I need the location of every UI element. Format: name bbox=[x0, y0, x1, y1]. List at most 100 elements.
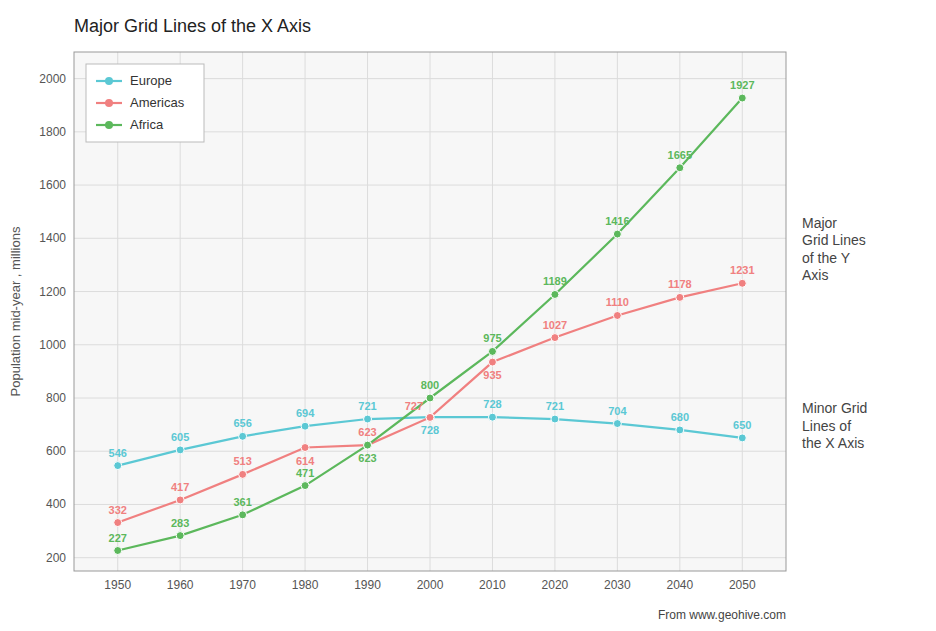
title: Major Grid Lines of the X Axis bbox=[74, 16, 311, 36]
annotation-line: Grid Lines bbox=[802, 232, 866, 248]
series-marker bbox=[426, 394, 434, 402]
series-marker bbox=[114, 462, 122, 470]
series-marker bbox=[613, 230, 621, 238]
y-tick-label: 200 bbox=[46, 551, 66, 565]
data-label: 1416 bbox=[605, 215, 629, 227]
data-label: 727 bbox=[405, 400, 423, 412]
data-label: 721 bbox=[358, 400, 376, 412]
series-marker bbox=[364, 415, 372, 423]
data bbox=[114, 94, 747, 554]
data-label: 471 bbox=[296, 467, 314, 479]
x-tick-label: 2010 bbox=[479, 578, 506, 592]
data-label: 1231 bbox=[730, 264, 754, 276]
x-tick-label: 2050 bbox=[729, 578, 756, 592]
annotation: MajorGrid Lines of the YAxis bbox=[802, 215, 866, 284]
series-line bbox=[118, 417, 743, 465]
y-tick-label: 2000 bbox=[39, 72, 66, 86]
data-label: 283 bbox=[171, 517, 189, 529]
series-marker bbox=[613, 420, 621, 428]
data-label: 650 bbox=[733, 419, 751, 431]
x-grid-line bbox=[242, 52, 243, 571]
data-label: 361 bbox=[233, 496, 251, 508]
annotation-line: From www.geohive.com bbox=[658, 608, 786, 622]
grid bbox=[74, 52, 786, 571]
annotation-line: Minor Grid bbox=[802, 400, 867, 416]
legend-box bbox=[86, 64, 204, 142]
series-marker bbox=[426, 413, 434, 421]
annotation-line: the X Axis bbox=[802, 435, 864, 451]
series-marker bbox=[239, 432, 247, 440]
series-marker bbox=[488, 413, 496, 421]
data-label: 975 bbox=[483, 332, 501, 344]
series-marker bbox=[176, 496, 184, 504]
legend-marker bbox=[105, 77, 113, 85]
data-label: 694 bbox=[296, 407, 315, 419]
x-tick-label: 2000 bbox=[417, 578, 444, 592]
data-label: 614 bbox=[296, 455, 315, 467]
data-labels: 5466056566947217287287217046806503324175… bbox=[109, 79, 755, 543]
legend-marker bbox=[105, 121, 113, 129]
chart: 2004006008001000120014001600180020001950… bbox=[0, 0, 936, 631]
data-label: 728 bbox=[421, 424, 439, 436]
series-line bbox=[118, 98, 743, 550]
plot-area bbox=[74, 52, 786, 571]
page: {"chart_data": { "type": "line", "title"… bbox=[0, 0, 936, 631]
data-label: 721 bbox=[546, 400, 564, 412]
source-note: From www.geohive.com bbox=[658, 608, 786, 622]
y-tick-label: 1800 bbox=[39, 125, 66, 139]
data-label: 1189 bbox=[543, 275, 567, 287]
annotation: Minor Grid Lines ofthe X Axis bbox=[802, 400, 867, 451]
plot-frame bbox=[74, 52, 786, 571]
series-marker bbox=[176, 446, 184, 454]
x-grid-line bbox=[430, 52, 431, 571]
series-marker bbox=[114, 547, 122, 555]
series-marker bbox=[301, 422, 309, 430]
data-label: 513 bbox=[233, 455, 251, 467]
series-marker bbox=[551, 334, 559, 342]
series-marker bbox=[676, 164, 684, 172]
data-label: 680 bbox=[671, 411, 689, 423]
annotation-line: Major bbox=[802, 215, 837, 231]
y-tick-label: 1000 bbox=[39, 338, 66, 352]
x-tick-label: 2020 bbox=[542, 578, 569, 592]
x-grid-line bbox=[305, 52, 306, 571]
ticks: 2004006008001000120014001600180020001950… bbox=[39, 72, 756, 592]
annotation-line: of the Y bbox=[802, 250, 851, 266]
series-marker bbox=[364, 441, 372, 449]
x-grid-line bbox=[742, 52, 743, 571]
x-grid-line bbox=[367, 52, 368, 571]
legend-marker bbox=[105, 99, 113, 107]
data-label: 605 bbox=[171, 431, 189, 443]
annotation-line: Lines of bbox=[802, 418, 851, 434]
legend-label: Americas bbox=[130, 95, 185, 110]
y-tick-label: 1400 bbox=[39, 231, 66, 245]
x-tick-label: 2040 bbox=[666, 578, 693, 592]
legend-label: Africa bbox=[130, 117, 164, 132]
data-label: 1110 bbox=[606, 296, 629, 308]
x-grid-line bbox=[554, 52, 555, 571]
y-tick-label: 1600 bbox=[39, 178, 66, 192]
data-label: 704 bbox=[608, 405, 627, 417]
series-marker bbox=[676, 293, 684, 301]
y-tick-label: 400 bbox=[46, 497, 66, 511]
series-marker bbox=[239, 511, 247, 519]
series-marker bbox=[738, 434, 746, 442]
data-label: 1927 bbox=[730, 79, 754, 91]
series-marker bbox=[738, 279, 746, 287]
data-label: 1027 bbox=[543, 319, 567, 331]
y-tick-label: 600 bbox=[46, 444, 66, 458]
series-marker bbox=[551, 290, 559, 298]
series-marker bbox=[426, 413, 434, 421]
series-marker bbox=[488, 358, 496, 366]
data-label: 623 bbox=[358, 426, 376, 438]
series-marker bbox=[114, 519, 122, 527]
data-label: 546 bbox=[109, 447, 127, 459]
series-marker bbox=[613, 311, 621, 319]
annotation-line: Axis bbox=[802, 267, 828, 283]
x-tick-label: 1970 bbox=[229, 578, 256, 592]
data-label: 800 bbox=[421, 379, 439, 391]
data-label: 417 bbox=[171, 481, 189, 493]
x-tick-label: 1950 bbox=[104, 578, 131, 592]
data-label: 1665 bbox=[668, 149, 692, 161]
x-tick-label: 1980 bbox=[292, 578, 319, 592]
